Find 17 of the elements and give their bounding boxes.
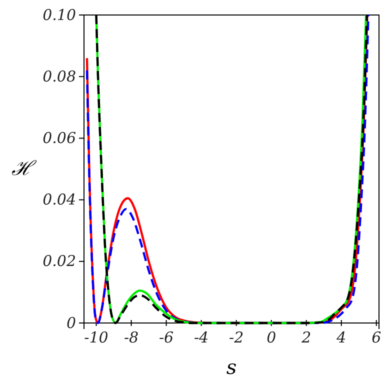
x-axis-title: s	[226, 355, 237, 379]
y-tick-label: 0.10	[42, 6, 76, 24]
x-tick-label: -10	[84, 328, 109, 347]
y-tick-label: 0.06	[42, 129, 76, 147]
y-tick-label: 0	[66, 314, 76, 332]
x-tick-label: -2	[229, 328, 244, 347]
y-axis-title: ℋ	[12, 156, 38, 180]
x-tick-label: 6	[372, 328, 382, 347]
y-tick-label: 0.04	[42, 190, 76, 209]
y-tick-label: 0.02	[42, 252, 76, 270]
x-tick-label: 0	[266, 328, 277, 347]
x-tick-label: -4	[194, 328, 209, 347]
y-tick-label: 0.08	[42, 67, 76, 86]
x-tick-label: -6	[158, 328, 174, 347]
x-tick-label: 4	[336, 328, 346, 347]
x-tick-label: 2	[300, 328, 312, 347]
x-tick-label: -8	[124, 328, 139, 347]
